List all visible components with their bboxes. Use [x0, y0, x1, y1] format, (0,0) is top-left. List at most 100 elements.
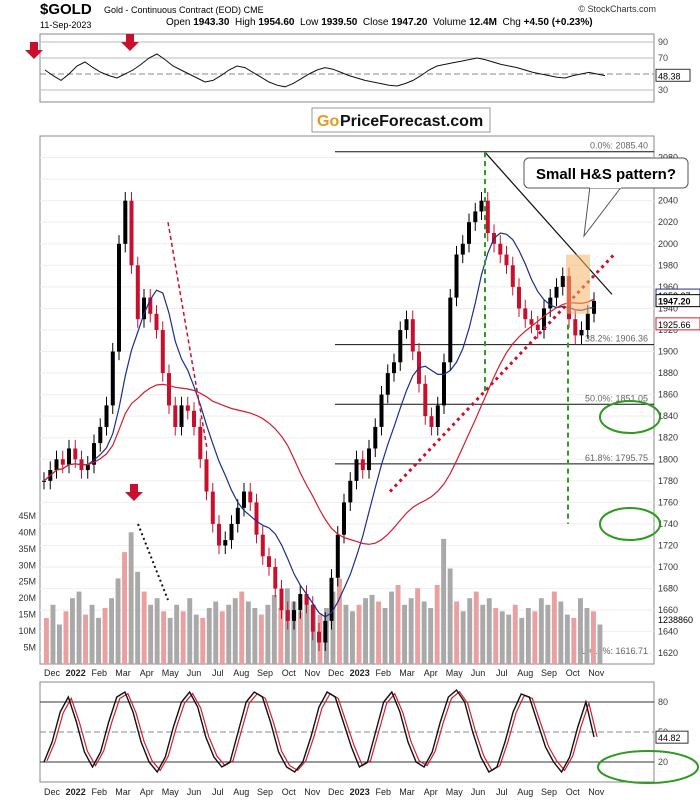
volume-bar	[493, 608, 499, 664]
target-ellipse	[599, 400, 661, 434]
x-axis-label: Oct	[282, 787, 297, 797]
volume-bar	[239, 591, 245, 664]
x-axis-label: Nov	[304, 787, 321, 797]
candle-body	[517, 286, 521, 309]
fib-label: 100.0%: 1616.71	[580, 646, 648, 656]
candle-body	[348, 480, 353, 503]
candle-body	[235, 507, 240, 524]
rsi-tick-label: 30	[658, 85, 668, 95]
volume-bar	[226, 604, 232, 665]
volume-bar	[252, 608, 258, 664]
x-axis: Dec 2022 Feb Mar Apr May Jun Jul Aug Sep Oct Nov Dec…	[44, 668, 605, 797]
x-axis-label: Jul	[496, 787, 508, 797]
candle-body	[385, 373, 390, 395]
candle-body	[429, 416, 434, 427]
volume-bar	[128, 532, 134, 664]
stoch-signal-line	[46, 690, 598, 772]
price-tag	[655, 317, 700, 331]
volume-bar	[369, 594, 375, 664]
x-axis-label: Dec	[328, 668, 345, 678]
x-axis-label: Jul	[212, 787, 224, 797]
volume-bar	[597, 624, 603, 664]
volume-bar	[395, 585, 401, 664]
volume-bar	[545, 604, 551, 665]
candle-body	[248, 491, 253, 503]
volume-bar	[232, 598, 238, 664]
volume-bar	[206, 608, 212, 664]
price-tick-label: 1720	[658, 540, 678, 550]
price-tick-label: 1680	[658, 584, 678, 594]
x-axis-label: Feb	[92, 668, 108, 678]
volume-bar	[578, 598, 583, 664]
rsi-layer: 3050709048.38	[40, 37, 691, 95]
x-axis-label: 2022	[66, 668, 86, 678]
volume-bar	[532, 611, 538, 664]
x-axis-label: Oct	[566, 787, 581, 797]
candle-body	[42, 480, 46, 482]
stoch-tick-label: 20	[658, 757, 668, 767]
rsi-value-label: 48.38	[658, 71, 681, 81]
x-axis-label: May	[446, 668, 464, 678]
candle-body	[142, 297, 146, 320]
volume-bar	[311, 604, 316, 665]
price-tag	[655, 294, 700, 308]
x-axis-label: Feb	[92, 787, 108, 797]
candle-body	[435, 405, 440, 427]
candle-body	[210, 491, 215, 524]
volume-bar	[447, 568, 453, 664]
volume-bar	[219, 611, 225, 664]
volume-bar	[115, 578, 121, 664]
candle-body	[67, 448, 71, 465]
volume-bar	[245, 601, 251, 664]
stoch-value-tag	[655, 730, 689, 744]
price-tick-label: 1780	[658, 476, 678, 486]
candle-body	[279, 588, 284, 611]
support-trendline	[388, 253, 616, 493]
candle-body	[179, 405, 184, 427]
candle-body	[129, 200, 134, 266]
callout-text: Small H&S pattern?	[536, 166, 676, 183]
candle-body	[167, 373, 171, 406]
chart-header: $GOLD Gold - Continuous Contract (EOD) C…	[0, 0, 700, 34]
volume-bar	[89, 604, 95, 665]
watermark-prefix: Go	[317, 113, 339, 130]
volume-bar	[441, 538, 447, 664]
volume-bar	[76, 591, 82, 664]
volume-bar	[434, 585, 440, 664]
candle-body	[448, 297, 453, 363]
candle-body	[542, 308, 546, 330]
volume-bar	[402, 604, 407, 665]
x-axis-label: May	[446, 787, 464, 797]
ohlc-readout: Open 1943.30 High 1954.60 Low 1939.50 Cl…	[166, 17, 593, 28]
price-tick-label: 1880	[658, 368, 678, 378]
candle-body	[217, 523, 221, 546]
volume-bar	[83, 614, 88, 664]
x-axis-label: Aug	[233, 787, 249, 797]
price-tick-label: 1820	[658, 433, 678, 443]
credit-text[interactable]: © StockCharts.com	[578, 4, 656, 14]
price-tick-label: 1760	[658, 497, 678, 507]
x-axis-label: May	[162, 787, 180, 797]
volume-trendline	[137, 523, 169, 601]
volume-value-label: 1238860	[658, 615, 693, 625]
x-axis-label: May	[162, 668, 180, 678]
candle-body	[267, 556, 271, 567]
candle-body	[404, 319, 409, 330]
volume-bar	[376, 601, 381, 664]
candle-body	[273, 567, 278, 589]
candle-body	[204, 459, 209, 492]
x-axis-label: Sep	[257, 787, 273, 797]
price-tick-label: 1840	[658, 411, 678, 421]
volume-bar	[180, 611, 186, 664]
volume-bar	[298, 611, 303, 664]
volume-bar	[343, 604, 349, 665]
sma200-line	[43, 298, 595, 545]
candle-body	[223, 540, 228, 546]
volume-bar	[551, 591, 557, 664]
candle-body	[560, 276, 565, 287]
candle-body	[342, 502, 346, 535]
volume-bar	[454, 601, 460, 664]
rsi-tick-label: 90	[658, 37, 668, 47]
hs-highlight	[566, 254, 590, 314]
volume-tick-label: 15M	[18, 610, 36, 620]
